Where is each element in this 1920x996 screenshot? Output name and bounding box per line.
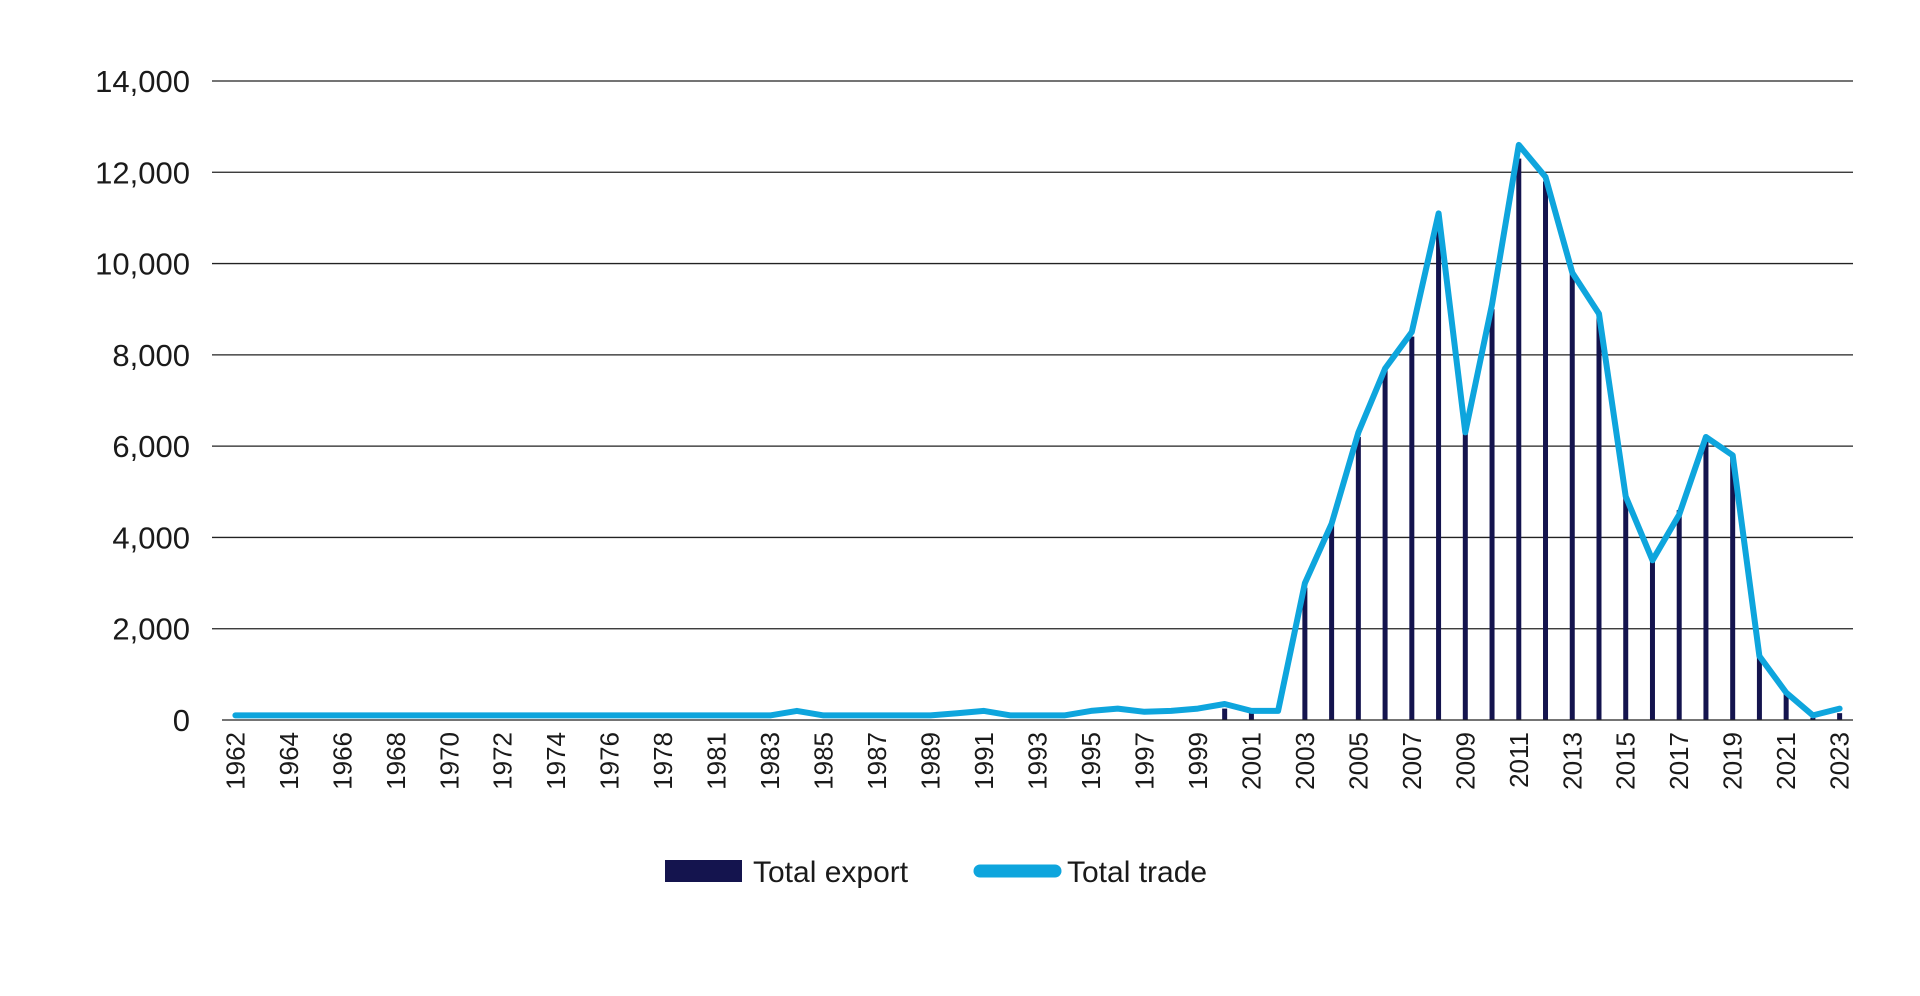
x-tick-label: 1974: [541, 732, 571, 790]
x-tick-label: 2007: [1397, 732, 1427, 790]
x-tick-label: 1983: [755, 732, 785, 790]
x-tick-label: 1989: [916, 732, 946, 790]
y-tick-label: 4,000: [112, 520, 190, 555]
legend-swatch-total-export: [665, 860, 742, 882]
x-tick-label: 1976: [595, 732, 625, 790]
x-tick-label: 1966: [327, 732, 357, 790]
bar-total-export: [1489, 309, 1495, 720]
x-tick-label: 1995: [1076, 732, 1106, 790]
x-tick-label: 1978: [648, 732, 678, 790]
legend-label-total-export: Total export: [753, 856, 909, 889]
x-tick-label: 2005: [1343, 732, 1373, 790]
bar-total-export: [1623, 496, 1629, 720]
bar-total-export: [1355, 437, 1361, 720]
x-tick-label: 2011: [1504, 732, 1534, 788]
x-tick-label: 2001: [1236, 732, 1266, 790]
x-tick-label: 1964: [274, 732, 304, 790]
bar-total-export: [1676, 510, 1682, 720]
bar-total-export: [1409, 336, 1415, 720]
bar-total-export: [1436, 227, 1442, 721]
bar-total-export: [1302, 587, 1308, 720]
x-tick-label: 2023: [1825, 732, 1855, 790]
x-tick-label: 1981: [702, 732, 732, 790]
bar-total-export: [1837, 713, 1843, 720]
y-tick-label: 6,000: [112, 429, 190, 464]
x-tick-label: 1993: [1023, 732, 1053, 790]
gridlines: [212, 80, 1853, 630]
y-tick-label: 10,000: [95, 247, 190, 282]
bar-total-export: [1222, 708, 1228, 720]
y-tick-label: 0: [173, 703, 190, 738]
y-tick-label: 2,000: [112, 612, 190, 647]
bar-total-export: [1703, 441, 1709, 720]
x-tick-label: 1997: [1129, 732, 1159, 790]
y-tick-label: 14,000: [95, 64, 190, 99]
x-axis-tick-labels: 1962 1964 1966 1968 1970 1972 1974 1976 1978 1981…: [220, 732, 1854, 790]
y-axis-tick-labels: 0 2,000 4,000 6,000 8,000 10,000 12,000 14,000: [95, 64, 190, 738]
bar-total-export: [1462, 432, 1468, 720]
x-tick-label: 1985: [809, 732, 839, 790]
x-tick-label: 1962: [220, 732, 250, 790]
x-tick-label: 1968: [381, 732, 411, 790]
x-tick-label: 1970: [434, 732, 464, 790]
bar-total-export: [1810, 717, 1816, 720]
bar-total-export: [1730, 455, 1736, 720]
bar-total-export: [1382, 368, 1388, 720]
trade-line: [232, 141, 1843, 719]
legend: Total export Total trade: [665, 856, 1207, 889]
export-bars: [1222, 158, 1843, 721]
x-tick-label: 2019: [1718, 732, 1748, 790]
bar-total-export: [1543, 181, 1549, 720]
x-tick-label: 1999: [1183, 732, 1213, 790]
bar-total-export: [1329, 523, 1335, 720]
bar-total-export: [1756, 656, 1762, 720]
bar-total-export: [1516, 158, 1522, 721]
x-tick-label: 1991: [969, 732, 999, 790]
x-tick-label: 1987: [862, 732, 892, 790]
y-tick-label: 12,000: [95, 155, 190, 190]
legend-label-total-trade: Total trade: [1067, 856, 1207, 889]
bar-total-export: [1569, 272, 1575, 720]
bar-total-export: [1783, 692, 1789, 720]
x-tick-label: 1972: [488, 732, 518, 790]
y-tick-label: 8,000: [112, 338, 190, 373]
bar-total-export: [1248, 713, 1254, 720]
x-tick-label: 2015: [1611, 732, 1641, 790]
bar-total-export: [1649, 560, 1655, 720]
bar-total-export: [1596, 313, 1602, 720]
x-tick-label: 2021: [1771, 732, 1801, 790]
x-tick-label: 2017: [1664, 732, 1694, 790]
x-tick-label: 2013: [1557, 732, 1587, 790]
line-total-trade: [232, 141, 1843, 719]
x-tick-label: 2009: [1450, 732, 1480, 790]
x-tick-label: 2003: [1290, 732, 1320, 790]
